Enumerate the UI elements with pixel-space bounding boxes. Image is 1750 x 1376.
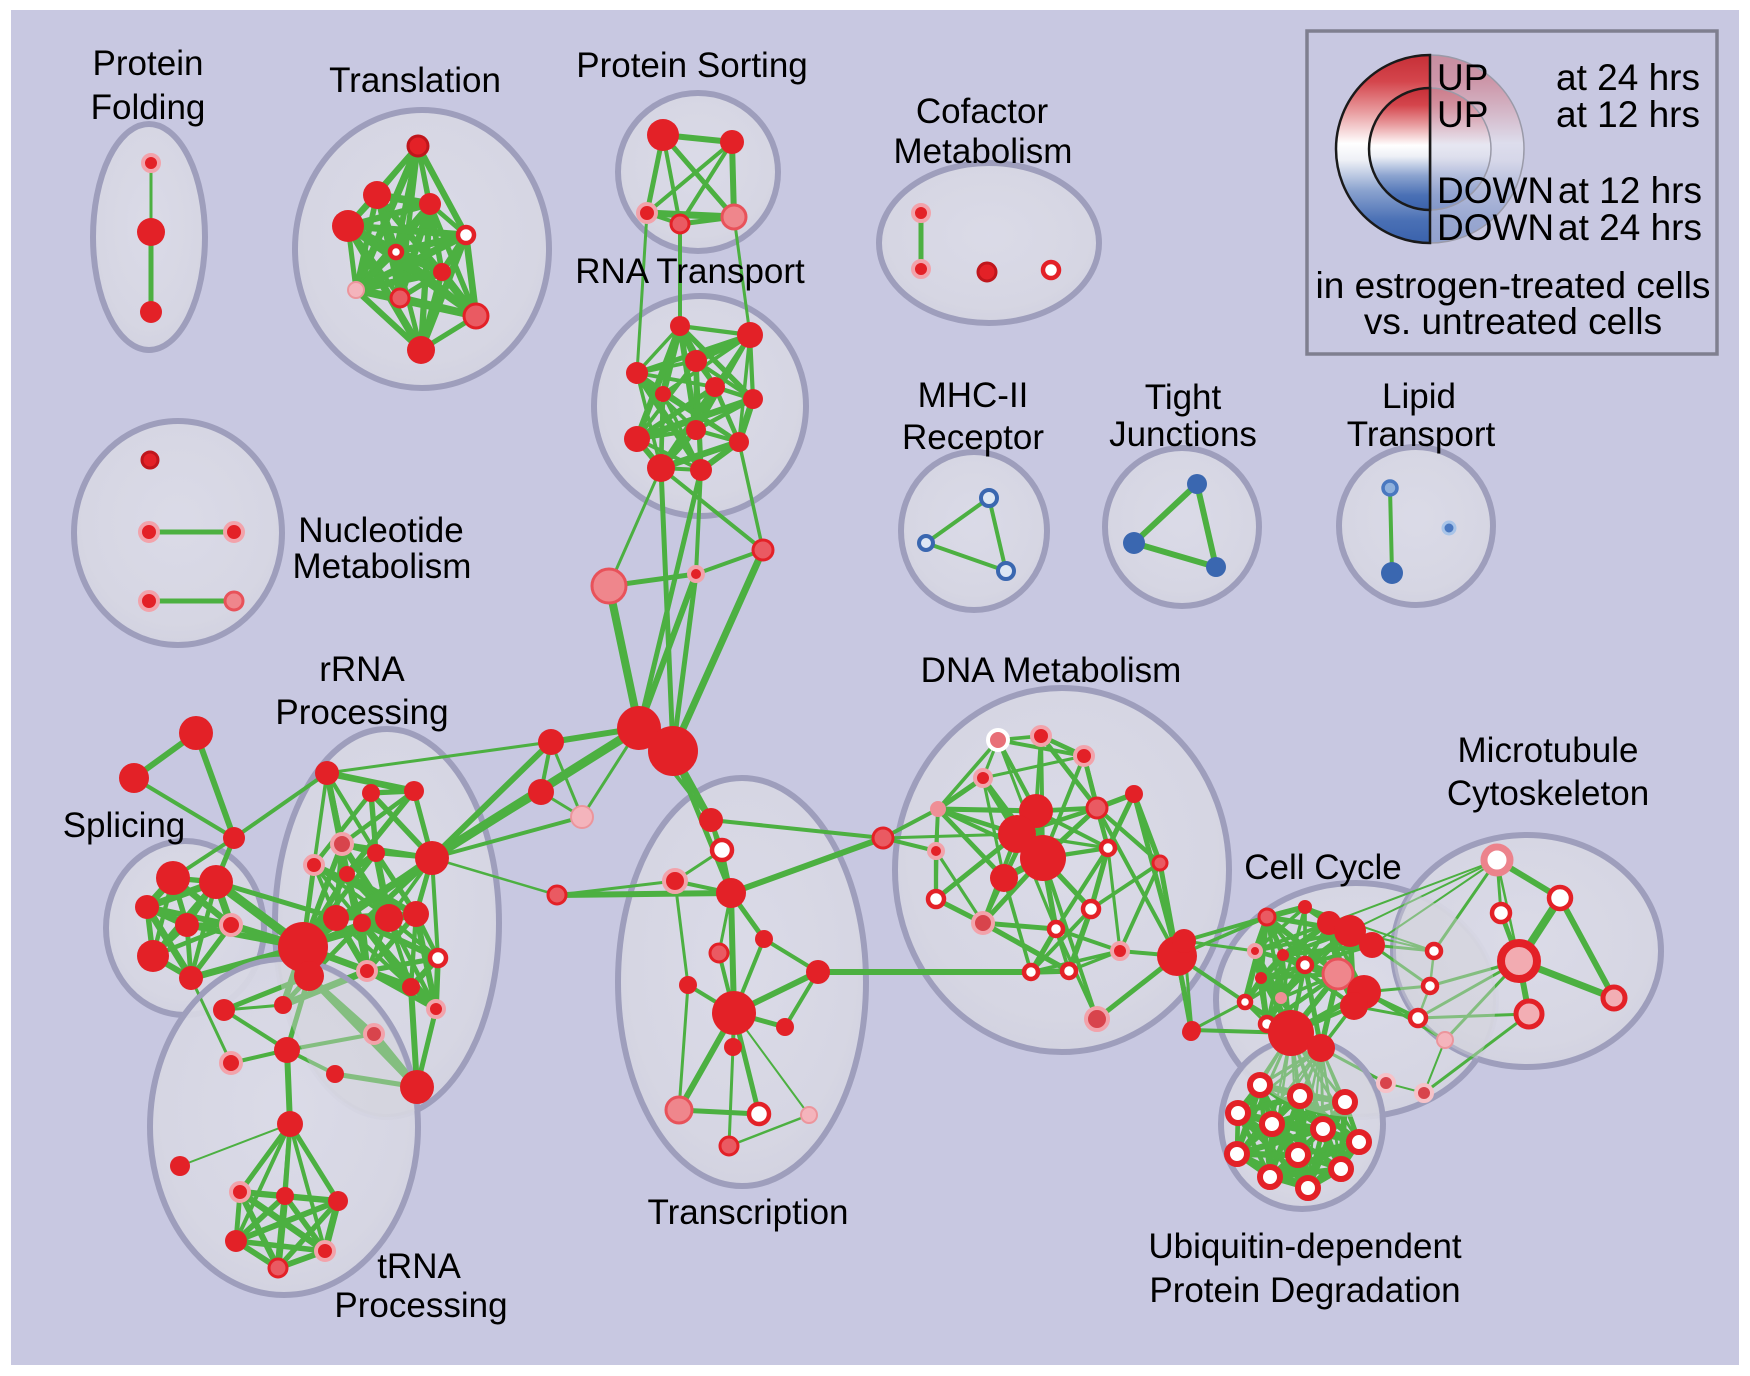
svg-text:in estrogen-treated cells: in estrogen-treated cells: [1316, 265, 1711, 306]
svg-text:tRNA: tRNA: [377, 1247, 461, 1286]
svg-text:Protein: Protein: [93, 44, 204, 83]
svg-text:at 12 hrs: at 12 hrs: [1558, 170, 1702, 211]
svg-text:Protein Sorting: Protein Sorting: [576, 46, 808, 85]
svg-text:vs. untreated cells: vs. untreated cells: [1364, 301, 1662, 342]
svg-text:Microtubule: Microtubule: [1458, 731, 1639, 770]
svg-text:Cofactor: Cofactor: [916, 92, 1049, 131]
svg-text:Processing: Processing: [334, 1286, 507, 1325]
svg-text:UP: UP: [1437, 94, 1488, 135]
svg-text:at 12 hrs: at 12 hrs: [1556, 94, 1700, 135]
svg-text:Tight: Tight: [1145, 378, 1222, 417]
svg-text:Translation: Translation: [329, 61, 501, 100]
svg-text:Junctions: Junctions: [1109, 415, 1257, 454]
svg-text:Receptor: Receptor: [902, 418, 1044, 457]
svg-text:rRNA: rRNA: [319, 650, 405, 689]
svg-text:Metabolism: Metabolism: [293, 547, 472, 586]
svg-text:UP: UP: [1437, 57, 1488, 98]
svg-text:DNA Metabolism: DNA Metabolism: [921, 651, 1182, 690]
svg-text:DOWN: DOWN: [1437, 207, 1554, 248]
svg-text:MHC-II: MHC-II: [918, 376, 1029, 415]
svg-text:RNA Transport: RNA Transport: [575, 252, 805, 291]
svg-text:Processing: Processing: [275, 693, 448, 732]
svg-text:Protein Degradation: Protein Degradation: [1149, 1271, 1460, 1310]
svg-text:Folding: Folding: [91, 88, 206, 127]
svg-text:Lipid: Lipid: [1382, 377, 1456, 416]
svg-text:at 24 hrs: at 24 hrs: [1556, 57, 1700, 98]
svg-text:Cell Cycle: Cell Cycle: [1244, 848, 1402, 887]
svg-text:Metabolism: Metabolism: [894, 132, 1073, 171]
svg-text:at 24 hrs: at 24 hrs: [1558, 207, 1702, 248]
svg-text:Ubiquitin-dependent: Ubiquitin-dependent: [1148, 1227, 1462, 1266]
svg-text:Splicing: Splicing: [63, 806, 186, 845]
svg-text:Transport: Transport: [1347, 415, 1496, 454]
svg-text:DOWN: DOWN: [1437, 170, 1554, 211]
svg-text:Nucleotide: Nucleotide: [298, 511, 463, 550]
svg-text:Cytoskeleton: Cytoskeleton: [1447, 774, 1649, 813]
svg-text:Transcription: Transcription: [648, 1193, 849, 1232]
